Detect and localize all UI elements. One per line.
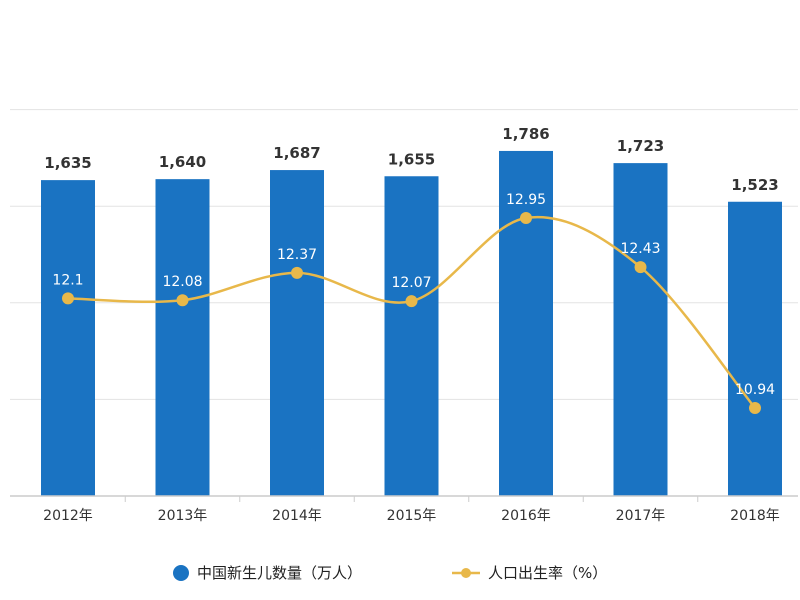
birth-rate-point[interactable] xyxy=(291,266,303,279)
x-tick-label: 2014年 xyxy=(272,508,322,524)
bar-value-label: 1,786 xyxy=(502,125,549,143)
x-tick-label: 2015年 xyxy=(387,508,437,524)
line-series xyxy=(62,212,761,414)
bar-2017[interactable] xyxy=(613,163,668,496)
bar-value-label: 1,523 xyxy=(731,176,778,194)
birth-rate-point[interactable] xyxy=(62,292,74,305)
birth-rate-point[interactable] xyxy=(520,212,532,224)
birth-rate-point[interactable] xyxy=(176,294,189,307)
bar-2016[interactable] xyxy=(499,150,553,496)
birth-rate-value-label: 12.1 xyxy=(52,272,83,288)
x-tick-label: 2017年 xyxy=(616,508,666,524)
birth-rate-value-label: 10.94 xyxy=(735,382,775,398)
bar-value-label: 1,655 xyxy=(388,150,435,168)
bar-value-label: 1,640 xyxy=(159,153,206,171)
legend-label-birth-rate: 人口出生率（%） xyxy=(488,564,607,582)
bar-value-label: 1,723 xyxy=(617,137,664,155)
legend-item-birth-rate[interactable]: 人口出生率（%） xyxy=(452,564,607,582)
bar-series xyxy=(41,150,782,497)
legend-label-births: 中国新生儿数量（万人） xyxy=(197,564,362,582)
bar-2012[interactable] xyxy=(41,180,95,497)
x-tick-label: 2016年 xyxy=(501,508,551,524)
birth-rate-value-label: 12.08 xyxy=(162,274,202,290)
x-tick-label: 2013年 xyxy=(158,508,208,524)
x-tick-label: 2018年 xyxy=(730,508,780,524)
birth-rate-value-label: 12.07 xyxy=(391,275,431,291)
birth-rate-point[interactable] xyxy=(405,295,418,308)
bar-2015[interactable] xyxy=(384,176,439,496)
bar-2018[interactable] xyxy=(728,201,782,496)
birth-rate-value-label: 12.43 xyxy=(620,241,660,257)
data-labels: 1,635 1,640 1,687 1,655 1,786 1,723 1,523 12.1 1… xyxy=(44,125,778,398)
bar-2013[interactable] xyxy=(155,179,210,497)
birth-rate-point[interactable] xyxy=(749,402,761,414)
legend-point-marker-icon xyxy=(461,568,471,578)
x-axis: 2012年 2013年 2014年 2015年 2016年 2017年 2018年 xyxy=(10,495,798,524)
legend: 中国新生儿数量（万人） 人口出生率（%） xyxy=(173,564,607,582)
legend-item-births[interactable]: 中国新生儿数量（万人） xyxy=(173,564,362,582)
bar-2014[interactable] xyxy=(270,170,324,496)
x-tick-label: 2012年 xyxy=(43,508,93,524)
birth-rate-value-label: 12.37 xyxy=(277,247,317,263)
bar-value-label: 1,635 xyxy=(44,154,91,172)
birth-rate-point[interactable] xyxy=(634,261,647,274)
birth-rate-value-label: 12.95 xyxy=(506,192,546,208)
bar-value-label: 1,687 xyxy=(273,144,320,162)
legend-bar-marker-icon xyxy=(173,565,189,581)
